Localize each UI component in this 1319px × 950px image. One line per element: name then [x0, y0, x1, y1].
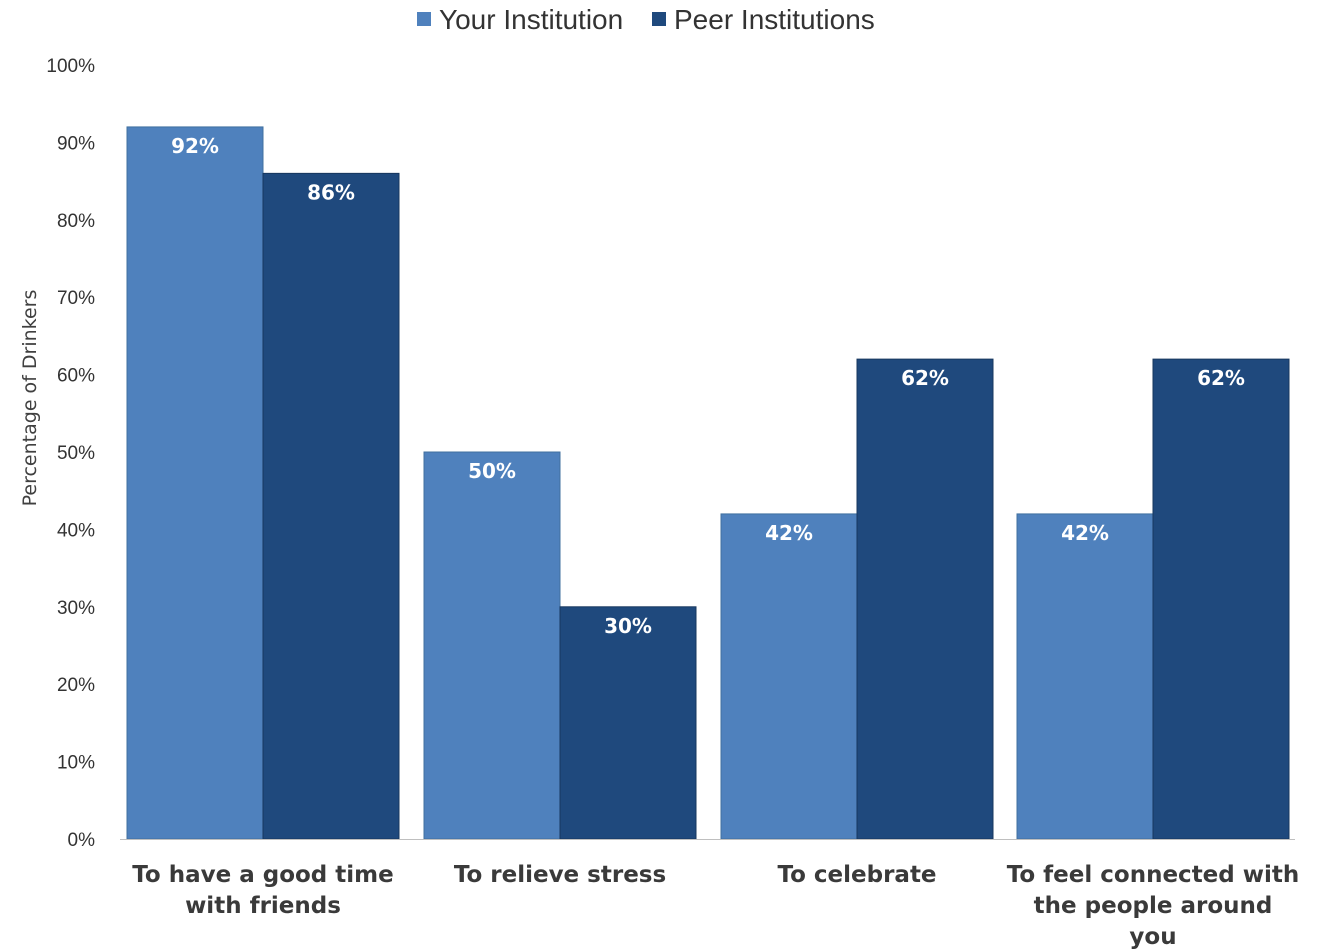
y-tick-label: 80% — [57, 211, 95, 232]
y-axis-label: Percentage of Drinkers — [19, 290, 41, 507]
y-axis: 0% 10% 20% 30% 40% 50% 60% 70% 80% 90% 100% — [46, 56, 95, 851]
bar — [720, 513, 858, 840]
x-axis: To have a good time with friends To reliev… — [120, 839, 1300, 950]
bar — [262, 172, 400, 840]
legend-swatch — [417, 12, 431, 26]
bar — [559, 606, 697, 840]
y-tick-label: 60% — [57, 366, 95, 387]
bars — [126, 126, 1290, 840]
data-label: 42% — [765, 521, 813, 545]
bar — [856, 358, 994, 840]
data-labels: 92% 86% 50% 30% 42% 62% 42% 62% — [171, 134, 1245, 638]
y-tick-label: 20% — [57, 675, 95, 696]
x-tick-label: To have a good time with friends — [132, 862, 393, 919]
y-tick-label: 70% — [57, 288, 95, 309]
x-tick-label: To relieve stress — [454, 862, 666, 888]
x-tick-label: To celebrate — [777, 862, 936, 888]
y-tick-label: 40% — [57, 520, 95, 541]
y-tick-label: 30% — [57, 598, 95, 619]
data-label: 30% — [604, 614, 652, 638]
data-label: 50% — [468, 459, 516, 483]
data-label: 92% — [171, 134, 219, 158]
x-tick-label: To feel connected with the people around y… — [1007, 862, 1300, 950]
bar — [1152, 358, 1290, 840]
legend-label: Peer Institutions — [674, 4, 875, 35]
data-label: 62% — [1197, 366, 1245, 390]
y-tick-label: 50% — [57, 443, 95, 464]
y-tick-label: 100% — [46, 56, 95, 77]
data-label: 86% — [307, 180, 355, 204]
legend-swatch — [652, 12, 666, 26]
data-label: 42% — [1061, 521, 1109, 545]
data-label: 62% — [901, 366, 949, 390]
bar — [423, 451, 561, 840]
bar — [1016, 513, 1154, 840]
y-tick-label: 90% — [57, 133, 95, 154]
legend: Your Institution Peer Institutions — [417, 4, 875, 35]
y-tick-label: 10% — [57, 753, 95, 774]
y-tick-label: 0% — [68, 830, 96, 851]
legend-label: Your Institution — [439, 4, 623, 35]
bar — [126, 126, 264, 840]
